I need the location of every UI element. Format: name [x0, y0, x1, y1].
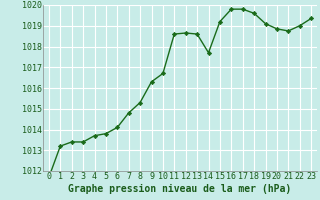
X-axis label: Graphe pression niveau de la mer (hPa): Graphe pression niveau de la mer (hPa) [68, 184, 292, 194]
